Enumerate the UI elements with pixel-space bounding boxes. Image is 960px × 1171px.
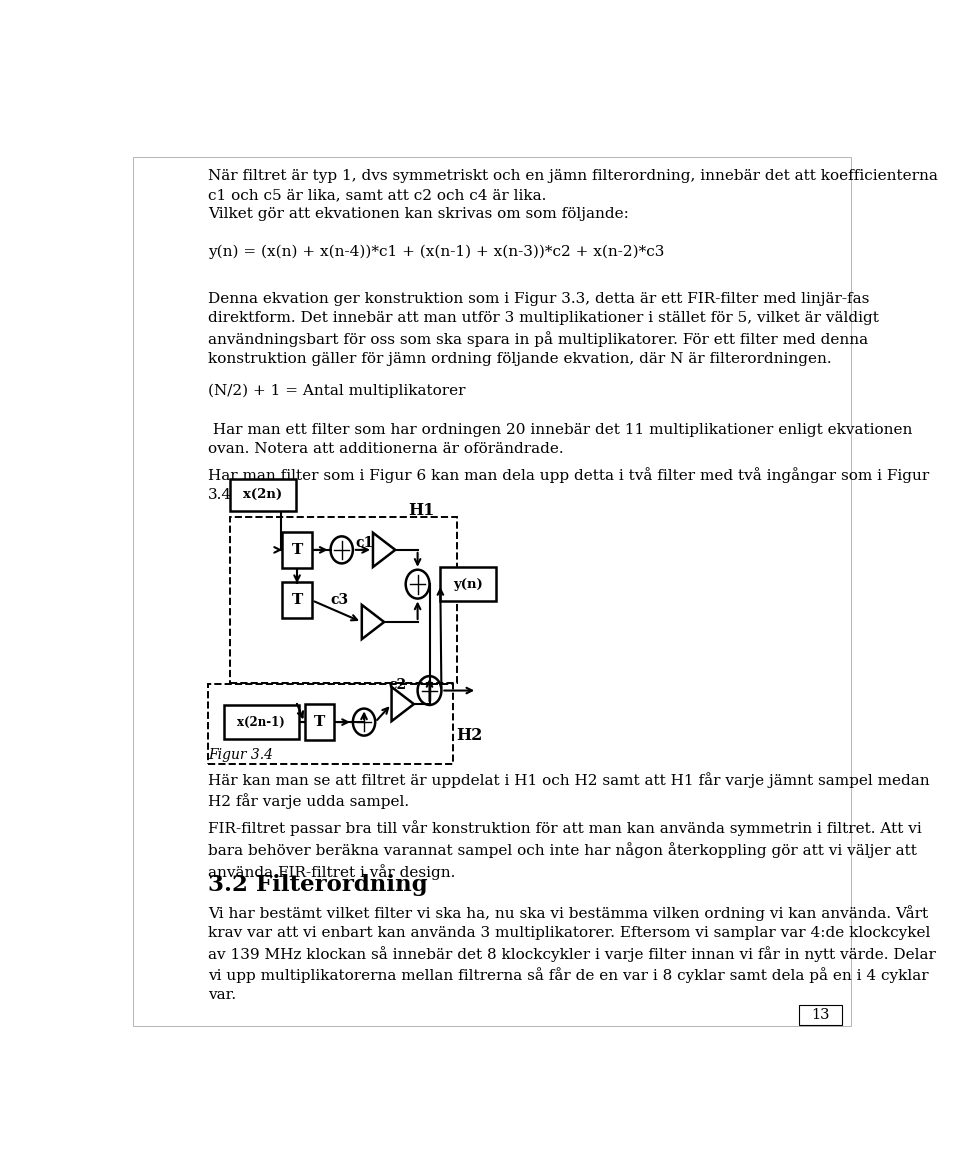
Text: Har man ett filter som har ordningen 20 innebär det 11 multiplikationer enligt e: Har man ett filter som har ordningen 20 … (207, 423, 912, 456)
Bar (207, 684, 453, 763)
Text: y(n) = (x(n) + x(n-4))*c1 + (x(n-1) + x(n-3))*c2 + x(n-2)*c3: y(n) = (x(n) + x(n-4))*c1 + (x(n-1) + x(… (207, 245, 664, 259)
Text: x(2n-1): x(2n-1) (237, 715, 285, 728)
Text: c1: c1 (355, 535, 373, 549)
Text: Figur 3.4: Figur 3.4 (207, 748, 273, 762)
Text: H1: H1 (409, 501, 435, 519)
Text: y(n): y(n) (453, 577, 483, 590)
Text: T: T (292, 594, 302, 608)
Polygon shape (372, 533, 396, 567)
Bar (304, 704, 334, 740)
Bar (225, 705, 299, 739)
Text: Vi har bestämt vilket filter vi ska ha, nu ska vi bestämma vilken ordning vi kan: Vi har bestämt vilket filter vi ska ha, … (207, 905, 936, 1002)
Polygon shape (392, 687, 414, 721)
Text: FIR-filtret passar bra till vår konstruktion för att man kan använda symmetrin i: FIR-filtret passar bra till vår konstruk… (207, 821, 922, 879)
Text: När filtret är typ 1, dvs symmetriskt och en jämn filterordning, innebär det att: När filtret är typ 1, dvs symmetriskt oc… (207, 170, 938, 221)
Bar (230, 516, 457, 684)
Text: c2: c2 (389, 678, 407, 692)
Bar (282, 532, 312, 568)
Text: x(2n): x(2n) (243, 488, 282, 501)
Text: 13: 13 (811, 1008, 829, 1022)
Text: Denna ekvation ger konstruktion som i Figur 3.3, detta är ett FIR-filter med lin: Denna ekvation ger konstruktion som i Fi… (207, 292, 878, 365)
Text: T: T (314, 715, 325, 730)
Text: Har man filter som i Figur 6 kan man dela upp detta i två filter med två ingånga: Har man filter som i Figur 6 kan man del… (207, 467, 929, 501)
Text: H2: H2 (456, 727, 483, 744)
Bar (230, 479, 296, 511)
Text: Här kan man se att filtret är uppdelat i H1 och H2 samt att H1 får varje jämnt s: Här kan man se att filtret är uppdelat i… (207, 772, 929, 809)
Text: c3: c3 (330, 594, 348, 608)
Polygon shape (362, 605, 384, 639)
Bar (799, 1005, 842, 1025)
Text: (N/2) + 1 = Antal multiplikatorer: (N/2) + 1 = Antal multiplikatorer (207, 384, 466, 398)
Bar (282, 582, 312, 618)
Bar (441, 567, 496, 601)
Text: 3.2 Filterordning: 3.2 Filterordning (207, 875, 427, 897)
Text: T: T (292, 543, 302, 557)
